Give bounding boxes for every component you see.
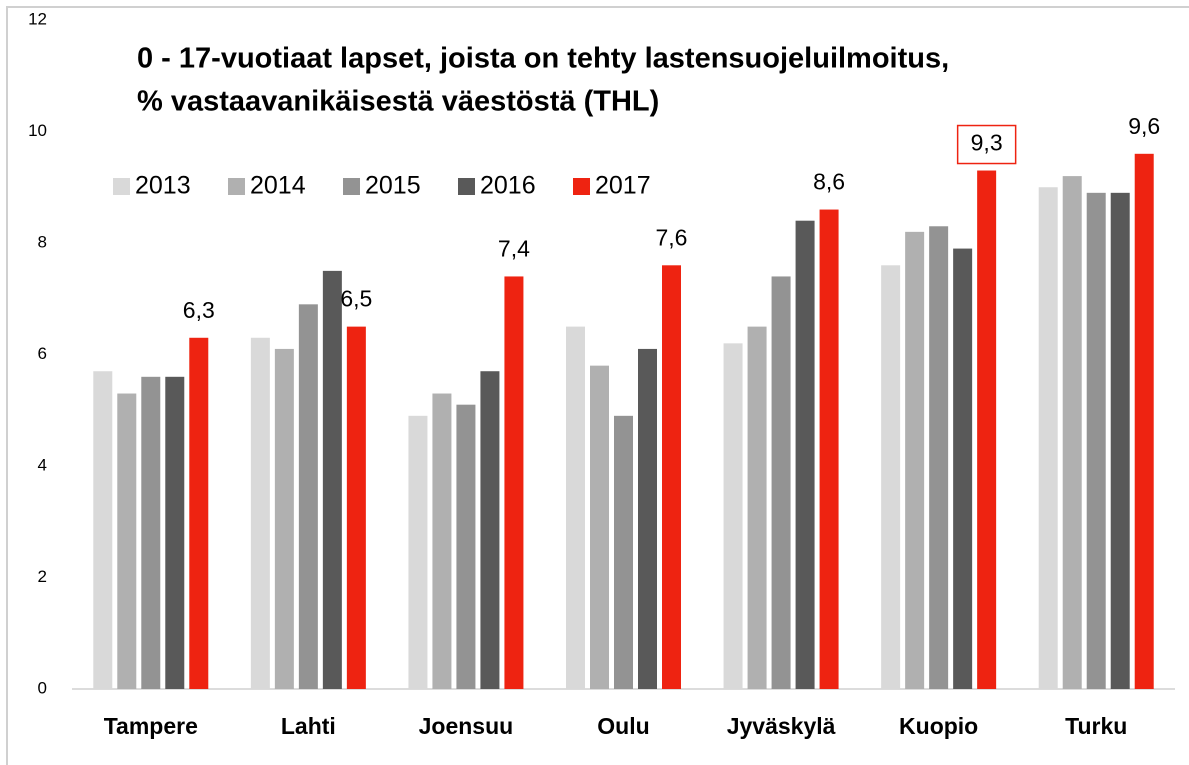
bar — [566, 326, 585, 689]
x-tick-label: Turku — [1065, 713, 1127, 739]
chart-title: % vastaavanikäisestä väestöstä (THL) — [137, 86, 659, 118]
bar — [456, 404, 476, 689]
bar — [1038, 187, 1058, 689]
x-tick-label: Joensuu — [419, 713, 514, 739]
legend-label: 2013 — [135, 172, 191, 200]
y-tick-label: 6 — [38, 344, 47, 363]
legend-swatch — [113, 178, 130, 195]
data-label: 7,6 — [656, 224, 688, 250]
chart-frame — [6, 6, 1189, 765]
legend-label: 2016 — [480, 172, 536, 200]
data-label: 9,6 — [1128, 113, 1160, 139]
legend-label: 2017 — [595, 172, 651, 200]
bar — [662, 265, 681, 689]
bar — [432, 393, 452, 689]
bar — [614, 415, 633, 689]
bar — [480, 371, 500, 689]
bar — [819, 209, 839, 690]
y-tick-label: 2 — [38, 567, 47, 586]
bar — [795, 220, 815, 689]
bar — [117, 393, 137, 689]
bar — [929, 226, 949, 689]
bar — [250, 337, 270, 689]
bar — [141, 376, 161, 689]
bar — [881, 265, 901, 689]
bar — [590, 365, 609, 689]
bar — [1134, 153, 1154, 690]
x-tick-label: Lahti — [281, 713, 336, 739]
bar — [346, 326, 366, 689]
y-tick-label: 12 — [28, 9, 47, 28]
bar — [298, 304, 318, 689]
y-tick-label: 0 — [38, 678, 47, 697]
bar — [977, 170, 997, 689]
bar — [953, 248, 973, 689]
legend-swatch — [343, 178, 360, 195]
bar — [504, 276, 524, 689]
bar — [905, 231, 925, 689]
bar — [165, 376, 185, 689]
y-tick-label: 10 — [28, 121, 47, 140]
bar — [1062, 176, 1082, 690]
label-box — [956, 124, 1017, 165]
bar — [322, 270, 342, 689]
bar — [723, 343, 743, 689]
y-tick-label: 8 — [38, 232, 47, 251]
data-label: 6,5 — [340, 286, 372, 312]
bar — [771, 276, 791, 689]
legend-swatch — [458, 178, 475, 195]
bar — [408, 415, 428, 689]
bar — [274, 348, 294, 689]
x-tick-label: Tampere — [104, 713, 198, 739]
y-tick-label: 4 — [38, 455, 47, 474]
bar — [638, 348, 657, 689]
bar — [93, 371, 113, 689]
data-label: 8,6 — [813, 169, 845, 195]
legend-label: 2014 — [250, 172, 306, 200]
legend-swatch — [228, 178, 245, 195]
x-tick-label: Oulu — [597, 713, 649, 739]
data-label: 9,3 — [971, 130, 1003, 156]
legend-label: 2015 — [365, 172, 421, 200]
x-tick-label: Jyväskylä — [727, 713, 836, 739]
bar — [1110, 192, 1130, 689]
bar — [1086, 192, 1106, 689]
x-tick-label: Kuopio — [899, 713, 978, 739]
legend-swatch — [573, 178, 590, 195]
data-label: 7,4 — [498, 236, 530, 262]
chart-title: 0 - 17-vuotiaat lapset, joista on tehty … — [137, 43, 949, 75]
bar — [747, 326, 767, 689]
bar — [189, 337, 209, 689]
data-label: 6,3 — [183, 297, 215, 323]
